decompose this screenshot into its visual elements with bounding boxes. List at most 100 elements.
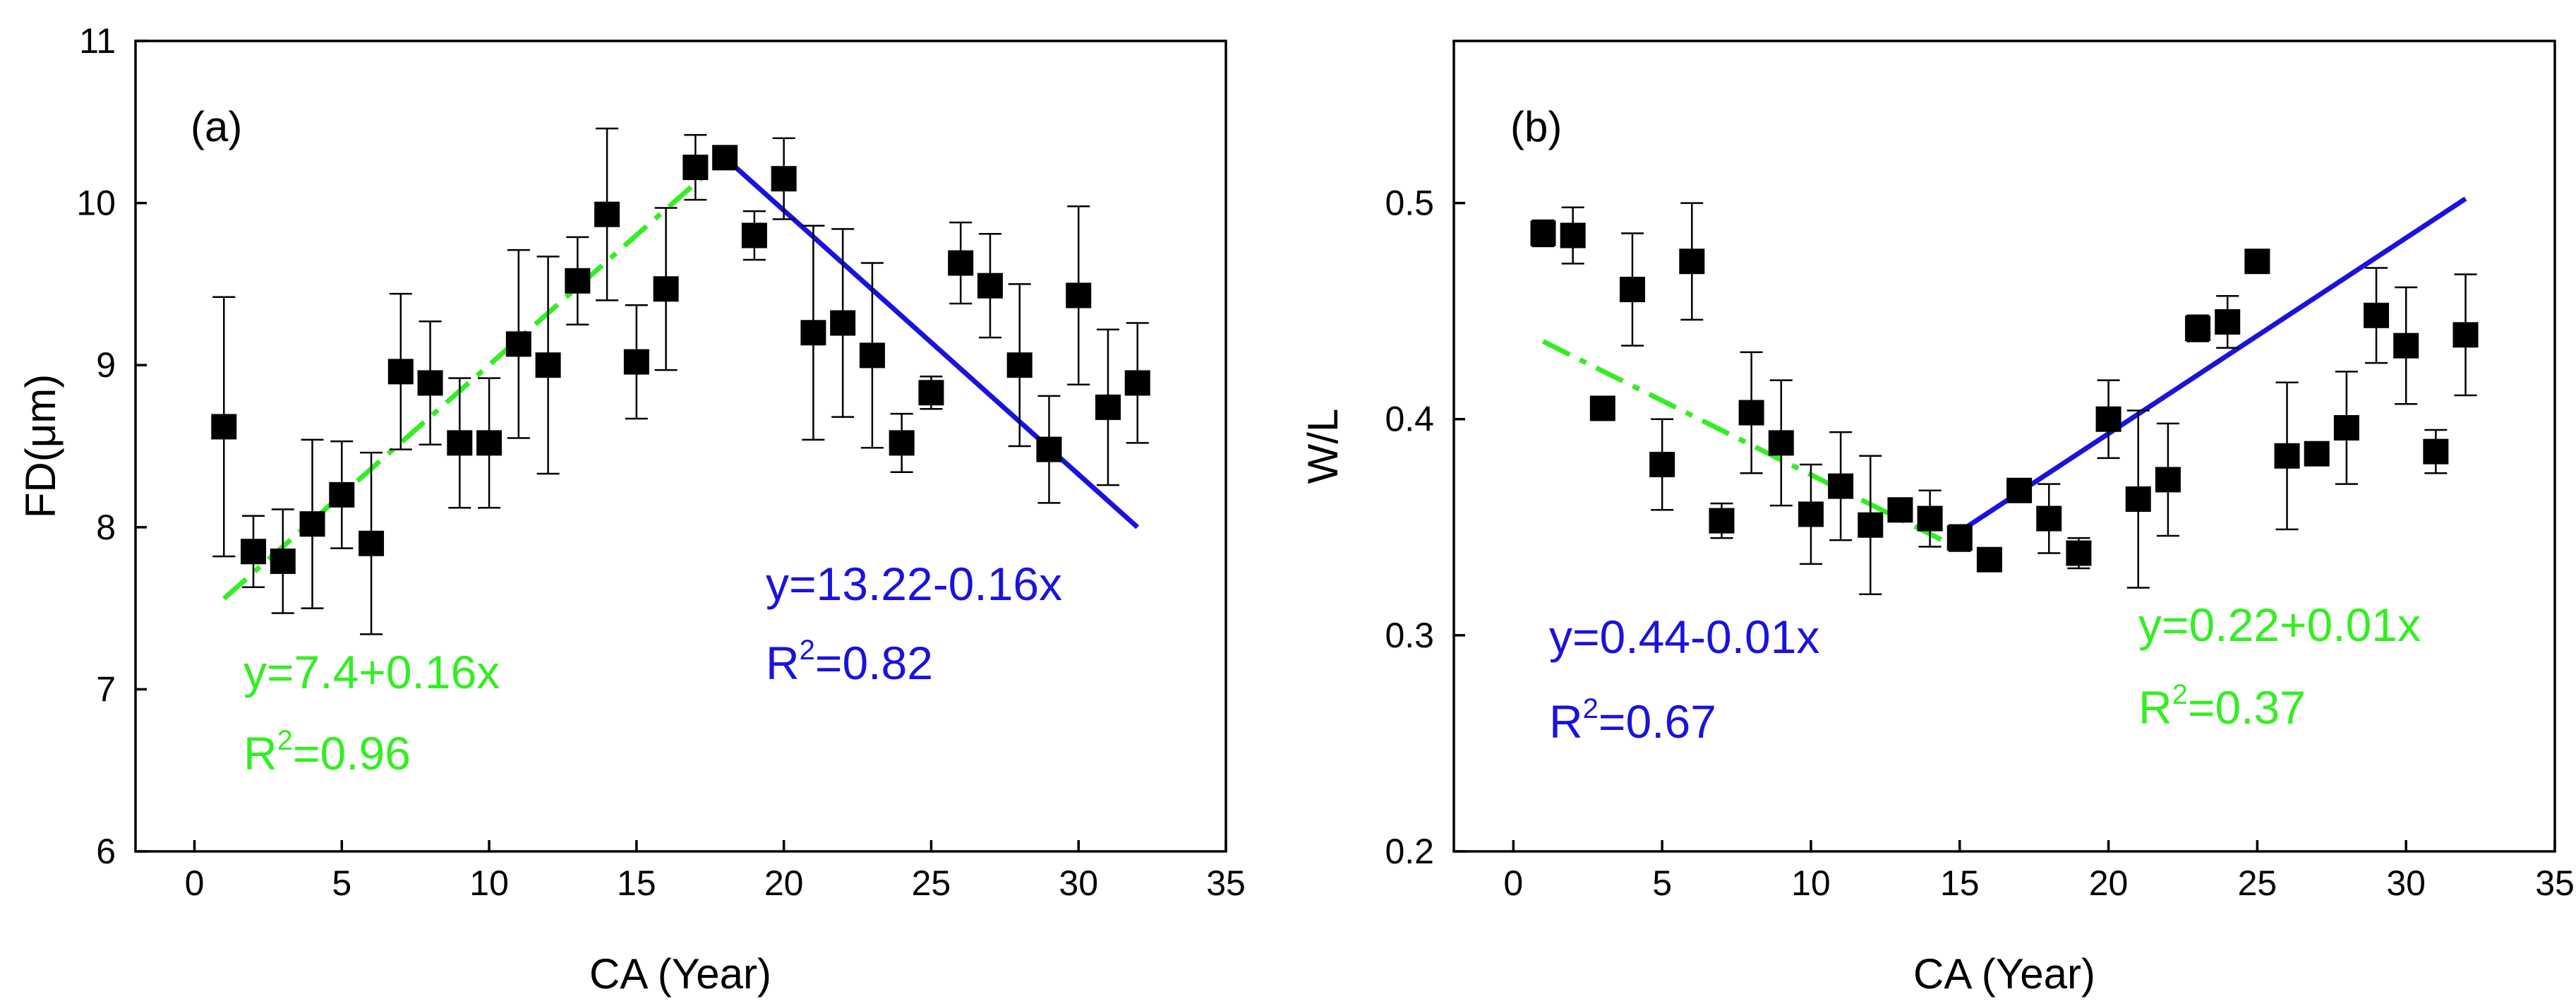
- r-squared-label: R2=0.37: [2138, 679, 2306, 733]
- r2-superscript: 2: [277, 725, 293, 756]
- data-point: [1006, 352, 1033, 378]
- data-point: [594, 201, 620, 227]
- y-axis-a: 6 7 8 9 10 11: [76, 21, 147, 871]
- r2-superscript: 2: [1583, 693, 1599, 724]
- data-point: [830, 310, 856, 336]
- panel-b: 0 5 10 15 20 25 30 35 0.2 0.3 0.4 0.5 (b) CA (Year…: [1299, 40, 2575, 998]
- data-point: [1679, 248, 1705, 275]
- data-point: [682, 155, 709, 181]
- x-axis-b: 0 5 10 15 20 25 30 35: [1503, 840, 2575, 903]
- data-point: [2452, 322, 2479, 348]
- panel-label-a: (a): [191, 103, 242, 150]
- y-axis-label-a: FD(μm): [17, 374, 64, 519]
- data-point: [1095, 394, 1121, 420]
- y-tick-label: 6: [96, 832, 116, 871]
- data-point: [623, 349, 649, 375]
- y-tick-label: 0.2: [1385, 832, 1434, 871]
- plot-frame-b: [1452, 40, 2556, 853]
- data-point: [1036, 436, 1062, 462]
- data-point: [2364, 302, 2390, 328]
- y-tick-label: 0.3: [1385, 616, 1434, 655]
- data-point: [1858, 512, 1884, 538]
- r-squared-label: R2=0.96: [243, 725, 411, 779]
- data-point: [2066, 540, 2092, 566]
- data-point: [2006, 477, 2033, 503]
- x-tick-label: 15: [1940, 863, 1980, 903]
- data-point: [387, 359, 414, 385]
- x-axis-label-b: CA (Year): [1913, 950, 2095, 998]
- r2-symbol: R: [243, 727, 277, 779]
- data-point: [800, 320, 826, 346]
- x-tick-label: 25: [2238, 863, 2277, 903]
- x-tick-label: 35: [2535, 863, 2575, 903]
- r2-symbol: R: [766, 637, 800, 689]
- data-point: [2274, 443, 2300, 469]
- equation-label: y=7.4+0.16x: [243, 646, 500, 698]
- data-points-a: [211, 127, 1150, 635]
- equation-label: y=0.22+0.01x: [2138, 599, 2421, 651]
- data-point: [918, 380, 944, 406]
- data-point: [476, 430, 502, 456]
- data-point: [2244, 248, 2270, 275]
- y-tick-label: 7: [96, 669, 116, 709]
- y-tick-label: 0.5: [1385, 184, 1434, 223]
- data-point: [1798, 501, 1824, 527]
- y-tick-label: 8: [96, 508, 116, 547]
- data-point: [741, 222, 767, 248]
- data-point: [1887, 497, 1913, 523]
- y-tick-label: 11: [79, 21, 116, 61]
- data-point: [270, 549, 296, 575]
- equation-label: y=13.22-0.16x: [766, 558, 1062, 610]
- data-point: [1946, 525, 1973, 551]
- fit-line-dashdot: [1541, 339, 1961, 551]
- data-point: [2185, 316, 2211, 342]
- fit-annotation-blue-a: y=13.22-0.16x R2=0.82: [766, 558, 1062, 689]
- data-point: [1768, 430, 1794, 456]
- data-point: [1560, 222, 1586, 248]
- fit-annotation-blue-b: y=0.44-0.01x R2=0.67: [1549, 611, 1819, 748]
- equation-label: y=0.44-0.01x: [1549, 611, 1819, 663]
- data-point: [359, 530, 385, 556]
- data-point: [2333, 414, 2359, 441]
- data-point: [299, 511, 325, 537]
- data-points-b: [1530, 202, 2479, 595]
- r-squared-label: R2=0.67: [1549, 693, 1716, 748]
- data-point: [1709, 508, 1735, 534]
- fit-line-solid: [1958, 196, 2467, 534]
- data-point: [329, 481, 355, 508]
- fit-line-solid: [723, 155, 1140, 529]
- data-point: [948, 250, 974, 276]
- x-tick-label: 5: [332, 863, 351, 903]
- data-point: [535, 352, 561, 378]
- x-tick-label: 0: [1503, 863, 1523, 903]
- data-point: [447, 430, 473, 456]
- r2-value: =0.96: [293, 727, 411, 779]
- panel-label-b: (b): [1510, 103, 1562, 150]
- r2-value: =0.82: [815, 637, 933, 689]
- x-axis-label-a: CA (Year): [589, 950, 771, 998]
- data-point: [241, 539, 267, 565]
- data-point: [505, 331, 531, 357]
- data-point: [2215, 309, 2241, 335]
- panel-a: 0 5 10 15 20 25 30 35 6 7 8 9 10 11 (a) CA (Year) FD…: [17, 21, 1246, 998]
- data-point: [2125, 486, 2151, 513]
- y-tick-label: 9: [96, 345, 116, 385]
- data-point: [712, 145, 738, 171]
- x-tick-label: 35: [1206, 863, 1246, 903]
- data-point: [1619, 277, 1645, 303]
- data-point: [2155, 467, 2181, 493]
- data-point: [1124, 370, 1150, 396]
- fit-annotation-green-a: y=7.4+0.16x R2=0.96: [243, 646, 500, 779]
- fit-lines-b: [1541, 196, 2467, 551]
- data-point: [565, 268, 591, 294]
- fit-annotation-green-b: y=0.22+0.01x R2=0.37: [2138, 599, 2421, 733]
- x-tick-label: 0: [185, 863, 205, 903]
- data-point: [2036, 505, 2062, 532]
- data-point: [1589, 395, 1615, 421]
- data-point: [1738, 400, 1764, 426]
- data-point: [1530, 220, 1556, 246]
- data-point: [2304, 441, 2330, 467]
- r2-symbol: R: [2138, 681, 2172, 733]
- x-tick-label: 20: [764, 863, 804, 903]
